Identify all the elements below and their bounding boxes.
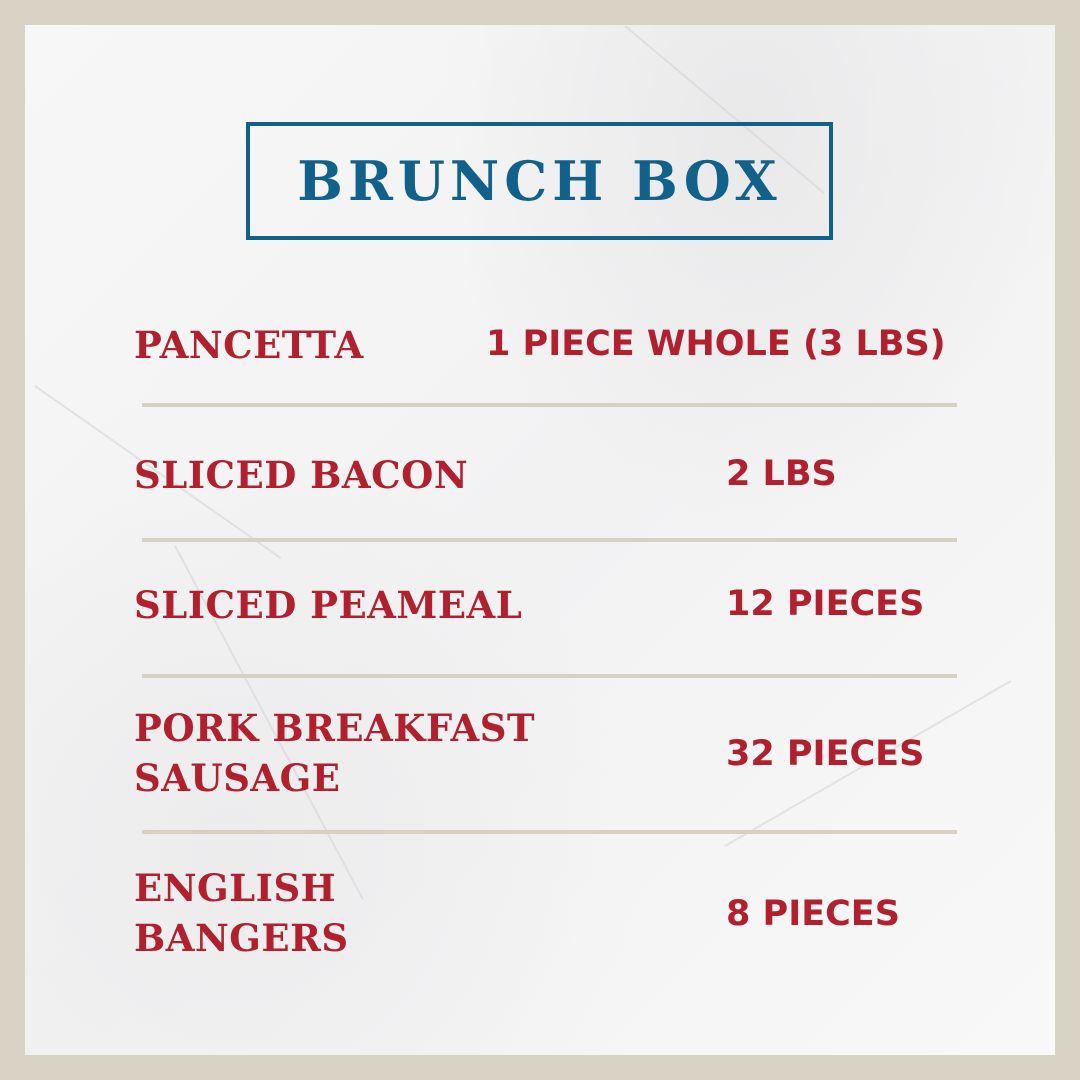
item-quantity: 32 PIECES xyxy=(726,734,925,774)
item-quantity: 12 PIECES xyxy=(726,584,925,624)
item-row: SLICED PEAMEAL xyxy=(134,580,964,630)
item-row: PANCETTA xyxy=(134,320,964,370)
item-name: PANCETTA xyxy=(134,323,364,367)
item-name: ENGLISH BANGERS xyxy=(134,866,349,960)
item-name: SLICED BACON xyxy=(134,453,469,497)
item-quantity: 2 LBS xyxy=(726,454,837,494)
item-quantity: 8 PIECES xyxy=(726,894,900,934)
divider xyxy=(142,538,957,542)
item-quantity: 1 PIECE WHOLE (3 LBS) xyxy=(486,324,946,364)
item-row: PORK BREAKFAST SAUSAGE xyxy=(134,703,964,803)
item-row: SLICED BACON xyxy=(134,450,964,500)
item-name: PORK BREAKFAST SAUSAGE xyxy=(134,706,535,800)
divider xyxy=(142,403,957,407)
item-name: SLICED PEAMEAL xyxy=(134,583,523,627)
title-frame: BRUNCH BOX xyxy=(246,122,833,240)
divider xyxy=(142,674,957,678)
divider xyxy=(142,830,957,834)
page-title: BRUNCH BOX xyxy=(297,149,782,213)
item-row: ENGLISH BANGERS xyxy=(134,863,964,963)
